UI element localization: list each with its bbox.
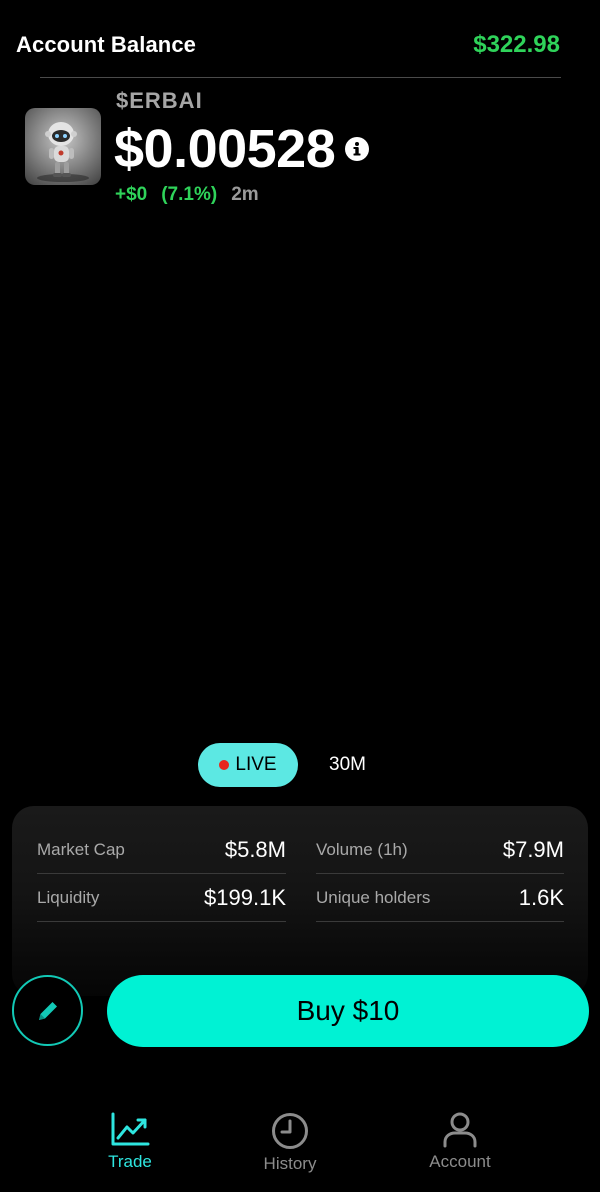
stat-value: 1.6K: [518, 884, 564, 910]
stat-unique-holders: Unique holders 1.6K: [316, 874, 564, 922]
nav-history[interactable]: History: [230, 1112, 350, 1174]
token-avatar[interactable]: [25, 108, 101, 185]
nav-account[interactable]: Account: [400, 1112, 520, 1172]
chart-trend-icon: [111, 1112, 150, 1146]
account-header: Account Balance $322.98: [16, 28, 560, 62]
nav-trade[interactable]: Trade: [70, 1112, 190, 1172]
stat-market-cap: Market Cap $5.8M: [37, 826, 286, 874]
stat-value: $7.9M: [502, 836, 564, 862]
stat-value: $5.8M: [224, 836, 286, 862]
nav-trade-label: Trade: [108, 1152, 152, 1171]
stat-label: Market Cap: [37, 839, 125, 859]
buy-button[interactable]: Buy $10: [107, 975, 589, 1047]
stat-liquidity: Liquidity $199.1K: [37, 874, 286, 922]
stat-label: Volume (1h): [316, 839, 408, 859]
price-change-absolute: +$0: [115, 184, 148, 205]
interval-30m-label: 30M: [329, 754, 366, 775]
stat-label: Liquidity: [37, 887, 100, 907]
token-stats-card: Market Cap $5.8M Volume (1h) $7.9M Liqui…: [12, 806, 588, 996]
price-change-percent: (7.1%): [161, 184, 218, 205]
stat-value: $199.1K: [204, 884, 286, 910]
robot-avatar-icon: [37, 122, 89, 182]
token-symbol: $ERBAI: [116, 88, 203, 112]
stat-volume-1h: Volume (1h) $7.9M: [316, 826, 564, 874]
token-price-row: $0.00528: [114, 118, 370, 180]
pencil-icon: [38, 1001, 57, 1020]
live-indicator-dot: [219, 760, 230, 770]
live-interval-label: LIVE: [235, 754, 277, 775]
live-interval-button[interactable]: LIVE: [198, 743, 298, 787]
interval-30m-button[interactable]: 30M: [329, 743, 366, 787]
user-icon: [443, 1112, 477, 1148]
interval-selector: LIVE 30M: [198, 743, 366, 787]
nav-account-label: Account: [429, 1152, 491, 1171]
stat-label: Unique holders: [316, 887, 431, 907]
info-icon[interactable]: [345, 137, 370, 161]
price-change-row: +$0 (7.1%) 2m: [115, 184, 259, 206]
header-divider: [40, 77, 561, 78]
clock-icon: [272, 1113, 308, 1149]
token-price: $0.00528: [114, 119, 336, 179]
account-balance-label: Account Balance: [16, 32, 196, 57]
token-age: 2m: [231, 184, 259, 205]
account-balance-value: $322.98: [473, 31, 560, 58]
nav-history-label: History: [263, 1154, 317, 1173]
edit-amount-button[interactable]: [12, 975, 83, 1046]
